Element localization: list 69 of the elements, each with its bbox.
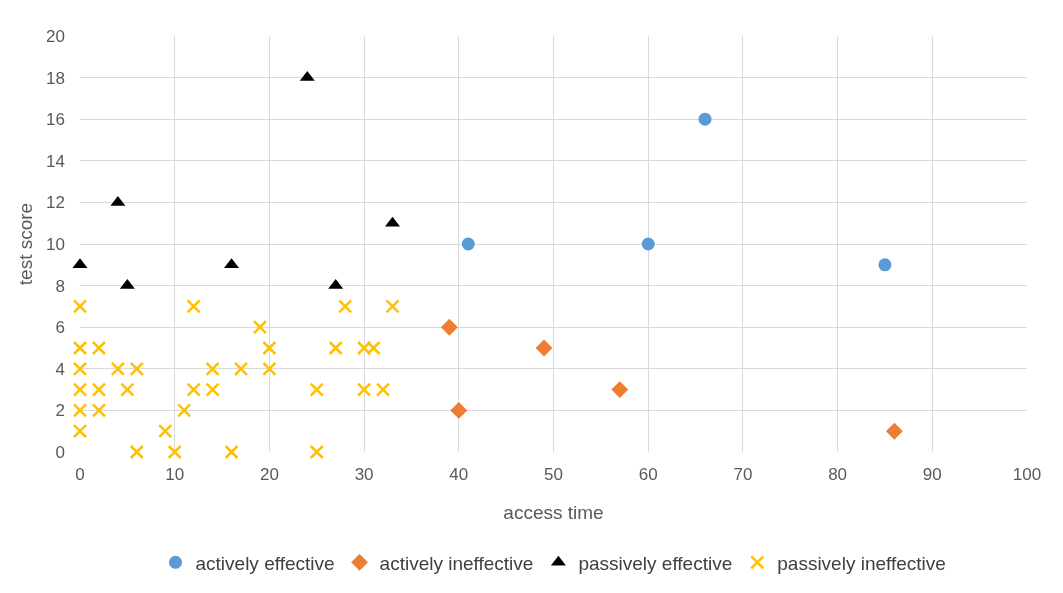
x-tick-label: 0 [75, 465, 85, 484]
point [186, 382, 201, 397]
y-tick-label: 0 [55, 442, 65, 462]
point [641, 237, 655, 251]
x-tick-label: 60 [638, 465, 658, 484]
x-tick-label: 90 [922, 465, 942, 484]
point [120, 382, 135, 397]
y-tick-label: 12 [46, 193, 65, 213]
legend-label: passively effective [578, 552, 733, 574]
x-tick-label: 100 [1012, 465, 1042, 484]
point [878, 258, 892, 272]
point [72, 382, 88, 397]
point [129, 361, 145, 377]
y-tick-label: 2 [55, 401, 65, 421]
point [698, 112, 712, 126]
y-tick-label: 18 [46, 68, 65, 88]
point [72, 299, 88, 314]
y-tick-label: 14 [46, 151, 65, 171]
point [91, 403, 107, 418]
point [72, 361, 88, 377]
x-tick-label: 10 [165, 465, 185, 484]
point [157, 423, 173, 439]
point [440, 318, 458, 336]
x-tick-label: 40 [449, 465, 469, 484]
point [337, 299, 353, 314]
point [72, 423, 88, 439]
point [205, 382, 220, 397]
point [176, 403, 192, 418]
point [129, 444, 145, 460]
point [309, 444, 324, 460]
point [91, 382, 107, 397]
y-tick-label: 8 [55, 276, 65, 296]
point [72, 403, 88, 418]
point [375, 382, 391, 397]
x-tick-label: 80 [828, 465, 848, 484]
point [186, 299, 201, 314]
point [91, 340, 107, 356]
x-axis-title: access time [503, 502, 604, 523]
point [233, 361, 249, 377]
point [167, 444, 182, 460]
legend-label: actively effective [195, 552, 335, 574]
point [461, 237, 475, 251]
x-tick-label: 20 [259, 465, 279, 484]
point [356, 382, 372, 397]
point [224, 444, 239, 460]
y-tick-label: 6 [55, 318, 65, 338]
point [450, 401, 468, 419]
point [72, 340, 88, 356]
point [262, 340, 277, 356]
y-tick-label: 4 [55, 359, 65, 379]
point [309, 382, 324, 397]
point [205, 361, 220, 377]
y-axis-title: test score [15, 202, 36, 286]
y-tick-label: 16 [46, 110, 65, 130]
point [611, 381, 629, 399]
point [885, 422, 903, 440]
y-tick-label: 20 [46, 26, 65, 46]
point [262, 361, 277, 377]
x-tick-label: 70 [733, 465, 753, 484]
legend-label: actively ineffective [379, 552, 534, 574]
legend-label: passively ineffective [777, 552, 946, 574]
y-tick-label: 10 [46, 234, 65, 254]
point [252, 319, 268, 335]
point [110, 361, 126, 377]
point [328, 340, 343, 356]
point [385, 299, 400, 314]
x-tick-label: 50 [544, 465, 563, 484]
point [535, 339, 553, 357]
x-tick-label: 30 [354, 465, 374, 484]
